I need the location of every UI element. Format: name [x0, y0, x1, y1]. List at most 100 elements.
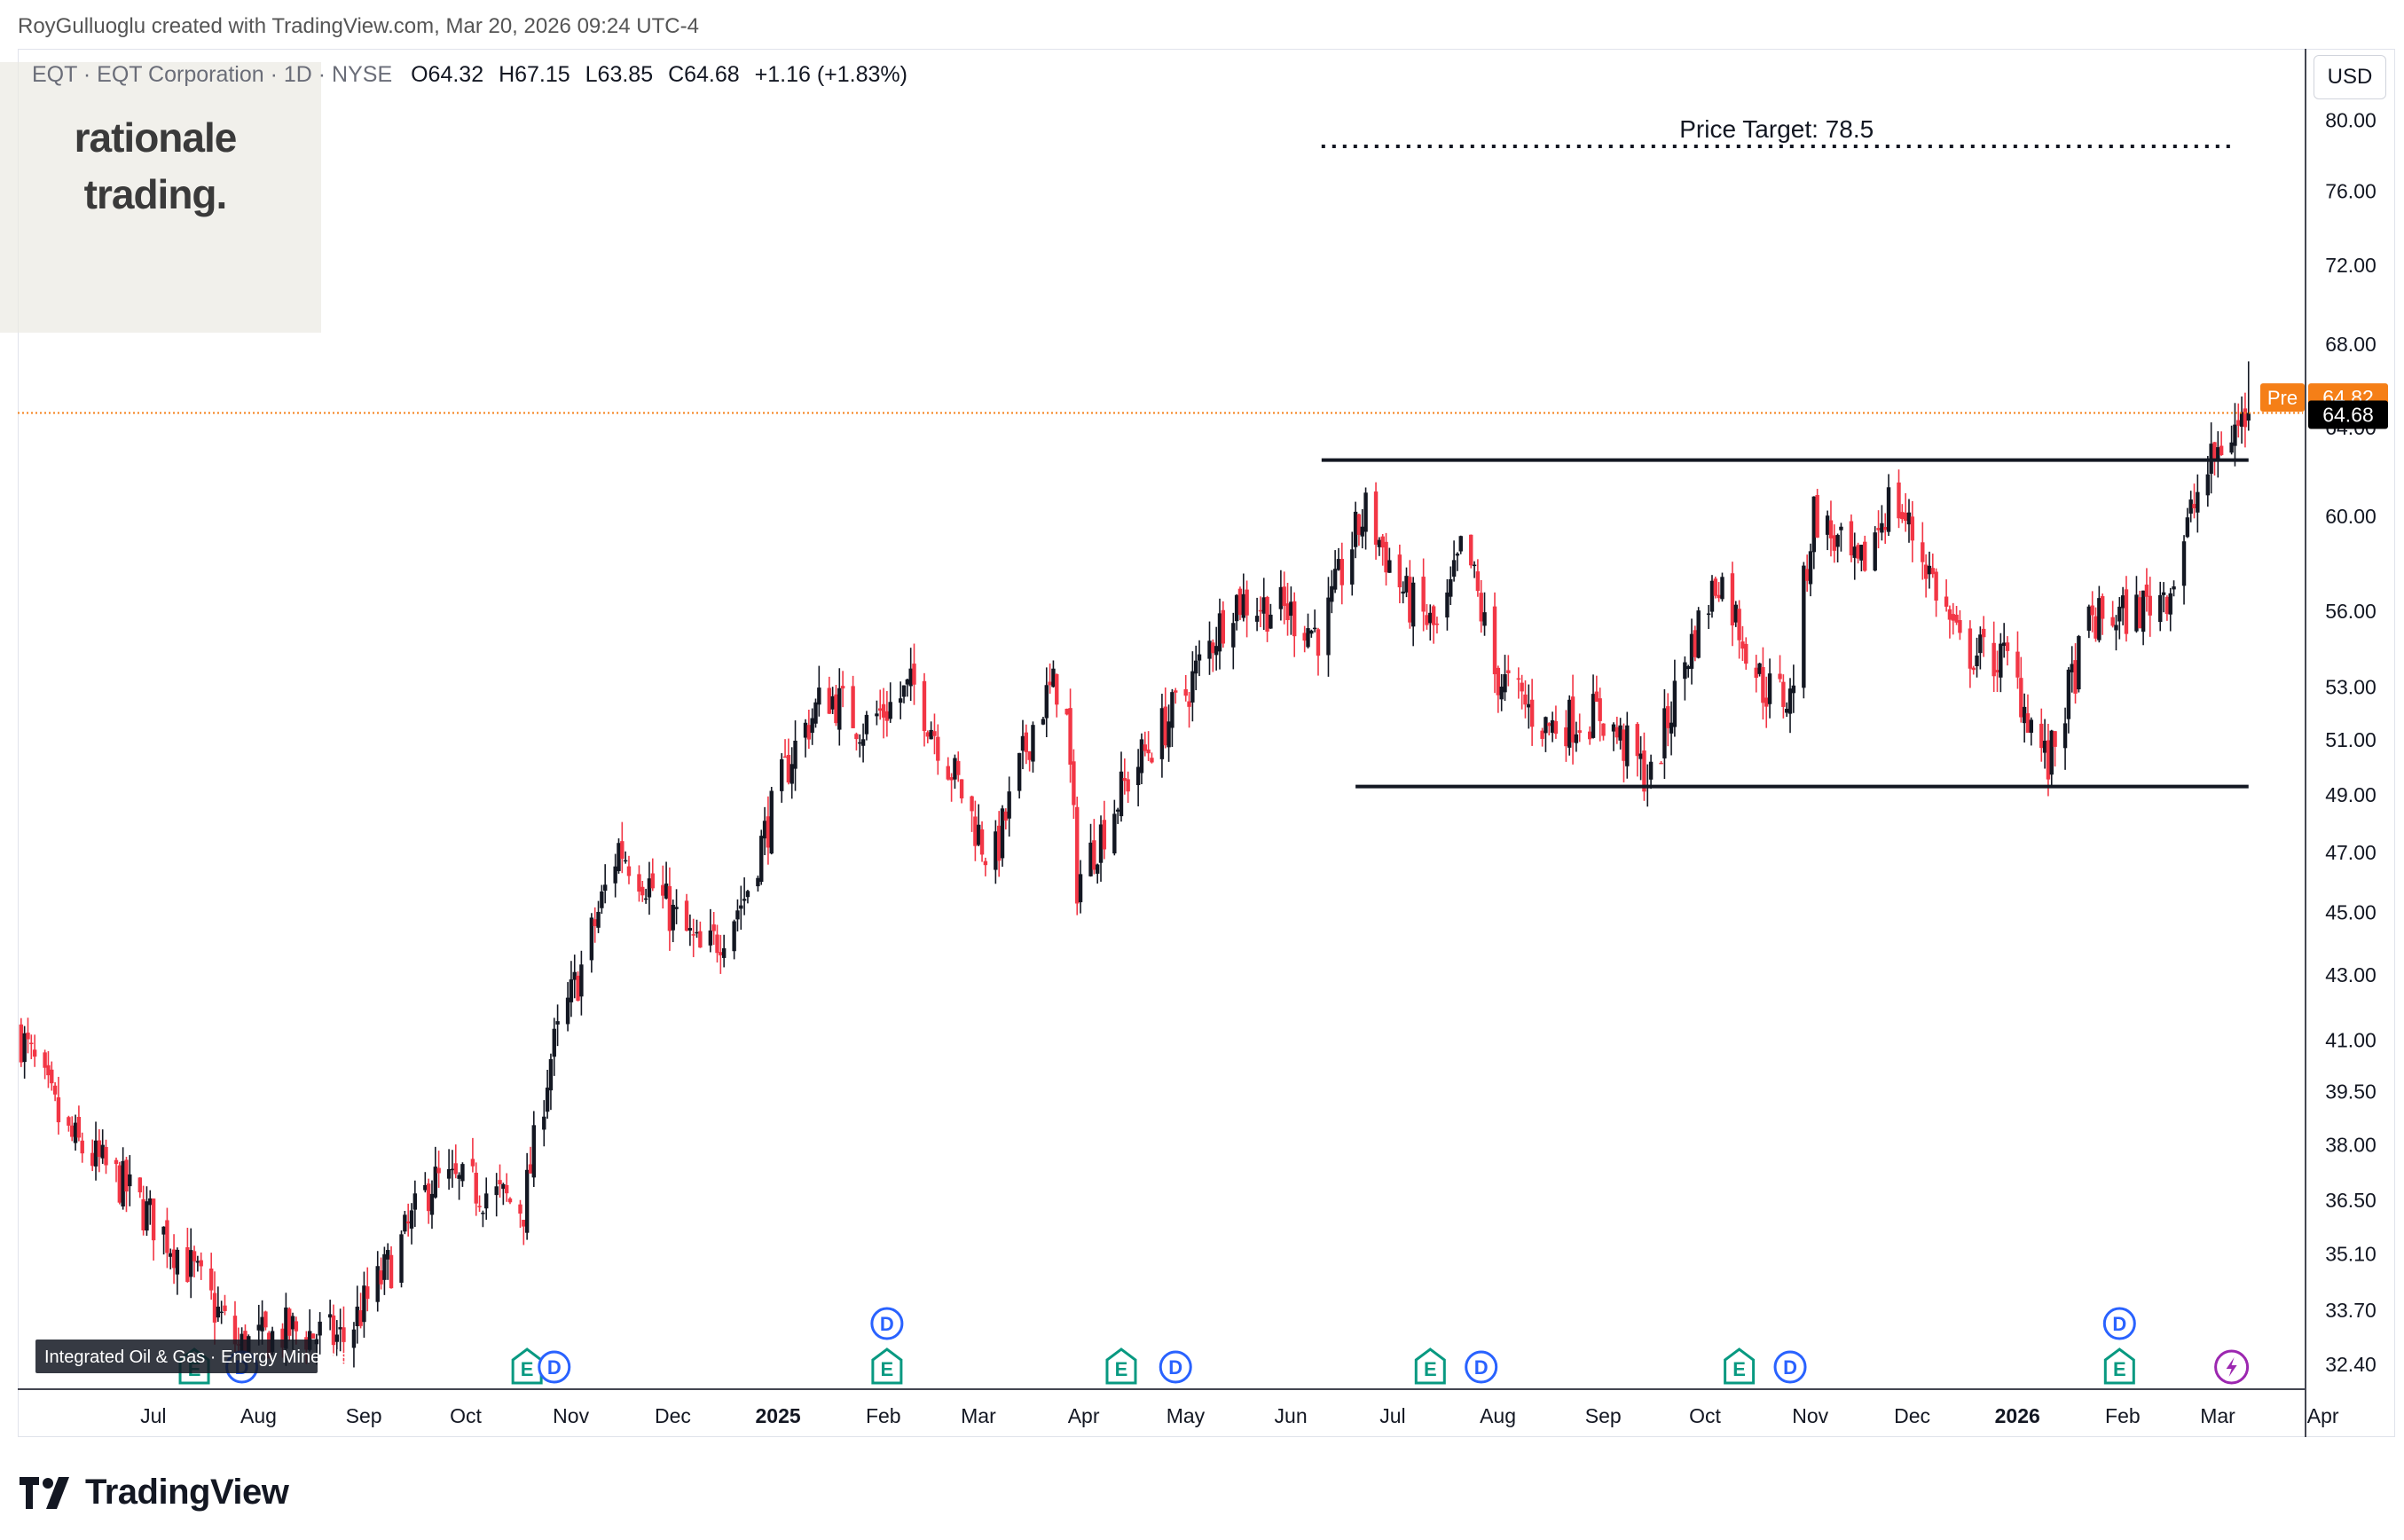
candle[interactable]: [1159, 694, 1165, 778]
candle[interactable]: [1041, 716, 1046, 726]
candle[interactable]: [1733, 601, 1738, 627]
candle[interactable]: [342, 1306, 346, 1364]
candle[interactable]: [1292, 592, 1297, 657]
candle[interactable]: [1193, 645, 1198, 691]
candle[interactable]: [1451, 540, 1457, 582]
flash-marker[interactable]: [2214, 1349, 2250, 1385]
candle[interactable]: [2233, 403, 2237, 467]
candle[interactable]: [667, 867, 672, 951]
candle[interactable]: [1954, 605, 1959, 625]
candle[interactable]: [481, 1210, 485, 1228]
candle[interactable]: [2025, 694, 2031, 734]
candle[interactable]: [912, 643, 916, 705]
candle[interactable]: [691, 918, 695, 957]
candle[interactable]: [498, 1164, 502, 1198]
candle[interactable]: [735, 899, 740, 931]
candle[interactable]: [76, 1105, 82, 1142]
candle[interactable]: [959, 779, 964, 804]
candle[interactable]: [1564, 710, 1568, 762]
candle[interactable]: [453, 1144, 458, 1179]
candle[interactable]: [817, 665, 821, 717]
candle[interactable]: [223, 1294, 227, 1316]
candle[interactable]: [1553, 705, 1559, 739]
candle[interactable]: [151, 1198, 156, 1261]
candle[interactable]: [790, 747, 794, 799]
candle[interactable]: [375, 1251, 380, 1312]
candle[interactable]: [1428, 604, 1433, 641]
candle[interactable]: [637, 865, 641, 902]
candle[interactable]: [1214, 626, 1219, 671]
candle[interactable]: [623, 851, 628, 864]
candle[interactable]: [1859, 545, 1864, 572]
candle[interactable]: [1404, 567, 1409, 598]
candle[interactable]: [555, 1004, 560, 1047]
candle[interactable]: [1696, 607, 1701, 659]
candle[interactable]: [671, 900, 675, 943]
candle[interactable]: [389, 1245, 394, 1289]
candle[interactable]: [1923, 554, 1929, 598]
candle[interactable]: [1880, 505, 1884, 541]
candle[interactable]: [552, 1018, 556, 1076]
candle[interactable]: [2134, 576, 2139, 633]
candle[interactable]: [1217, 598, 1222, 670]
candle[interactable]: [1849, 514, 1854, 562]
candle[interactable]: [1265, 595, 1269, 642]
candle[interactable]: [925, 730, 931, 743]
candle[interactable]: [1744, 637, 1748, 670]
candle[interactable]: [93, 1121, 98, 1181]
candle[interactable]: [1910, 500, 1915, 562]
candle[interactable]: [806, 709, 812, 750]
candle[interactable]: [983, 857, 988, 876]
candle[interactable]: [1992, 621, 1996, 693]
candle[interactable]: [901, 685, 907, 703]
candle[interactable]: [1689, 618, 1694, 685]
candle[interactable]: [1119, 751, 1124, 822]
candle[interactable]: [1544, 716, 1548, 752]
candle[interactable]: [1811, 496, 1817, 570]
candle[interactable]: [2120, 586, 2125, 625]
candle[interactable]: [1492, 592, 1497, 694]
candle[interactable]: [1353, 501, 1358, 559]
earnings-marker[interactable]: E: [1414, 1348, 1446, 1385]
candle[interactable]: [531, 1111, 537, 1188]
candle[interactable]: [1873, 526, 1877, 572]
candle[interactable]: [2097, 585, 2102, 643]
candle[interactable]: [1951, 602, 1955, 635]
candle[interactable]: [1065, 708, 1069, 716]
candle[interactable]: [875, 700, 879, 726]
candle[interactable]: [1408, 560, 1412, 629]
candle[interactable]: [501, 1182, 506, 1206]
candle[interactable]: [813, 698, 818, 728]
candle[interactable]: [837, 668, 842, 746]
candle[interactable]: [1659, 760, 1663, 765]
candle[interactable]: [1802, 562, 1806, 699]
candle[interactable]: [1445, 578, 1449, 631]
candle[interactable]: [1475, 559, 1481, 597]
earnings-marker[interactable]: E: [2103, 1348, 2135, 1385]
candle[interactable]: [1804, 554, 1810, 592]
candle[interactable]: [43, 1049, 47, 1080]
candle[interactable]: [2246, 361, 2251, 431]
candle[interactable]: [569, 961, 574, 1018]
candle[interactable]: [1503, 655, 1507, 702]
candle[interactable]: [1648, 754, 1654, 790]
candle[interactable]: [626, 855, 632, 884]
dividend-marker[interactable]: D: [1159, 1350, 1192, 1384]
candle[interactable]: [769, 787, 774, 855]
candle[interactable]: [1024, 724, 1029, 765]
candle[interactable]: [2148, 577, 2152, 637]
candle[interactable]: [189, 1228, 193, 1299]
candle[interactable]: [1947, 605, 1952, 639]
candle[interactable]: [2236, 403, 2241, 438]
candle[interactable]: [2181, 535, 2187, 605]
candle[interactable]: [208, 1253, 214, 1300]
candle[interactable]: [596, 900, 601, 933]
candle[interactable]: [1709, 575, 1715, 618]
candle[interactable]: [73, 1114, 78, 1151]
candle[interactable]: [423, 1172, 428, 1193]
candle[interactable]: [1808, 543, 1813, 597]
candle[interactable]: [1207, 621, 1212, 675]
currency-button[interactable]: USD: [2314, 55, 2386, 99]
candle[interactable]: [994, 820, 998, 884]
candle[interactable]: [1601, 723, 1606, 741]
